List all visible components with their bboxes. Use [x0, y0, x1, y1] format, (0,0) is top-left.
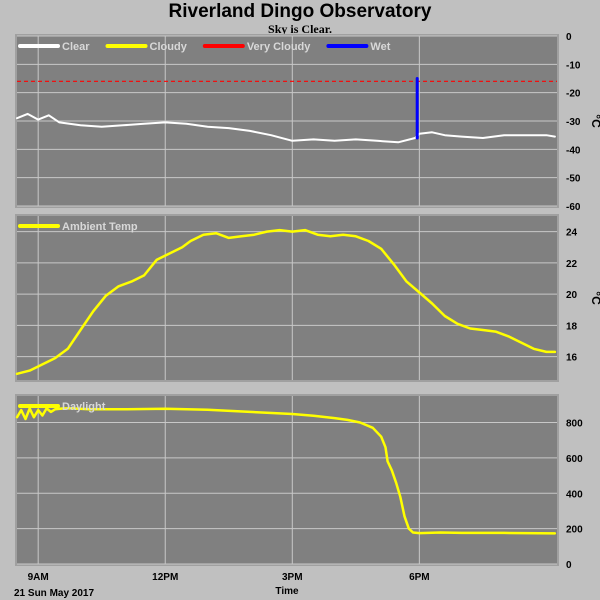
sky-series-clear	[16, 112, 556, 144]
daylight-legend-label: Daylight	[62, 401, 106, 413]
x-tick-label: 6PM	[409, 572, 430, 583]
sky-ytick-label: 0	[566, 32, 572, 43]
ambient-series-ambient-temp	[15, 228, 557, 376]
sky-ytick-label: -10	[566, 60, 581, 71]
sky-legend-label: Wet	[370, 41, 390, 53]
x-tick-label: 9AM	[28, 572, 49, 583]
ambient-ytick-label: 18	[566, 321, 578, 332]
ambient-ytick-label: 24	[566, 228, 578, 239]
ambient-ytick-label: 16	[566, 353, 578, 364]
sky-ytick-label: -50	[566, 174, 581, 185]
sky-ytick-label: -60	[566, 202, 581, 213]
daylight-ytick-label: 0	[566, 560, 572, 571]
ambient-ytick-label: 20	[566, 290, 578, 301]
sky-unit-label: °C	[589, 114, 600, 128]
daylight-ytick-label: 600	[566, 454, 583, 465]
daylight-series-daylight	[15, 407, 557, 535]
ambient-ytick-label: 22	[566, 259, 578, 270]
sky-ytick-label: -30	[566, 117, 581, 128]
x-tick-label: 12PM	[152, 572, 178, 583]
ambient-legend-label: Ambient Temp	[62, 221, 138, 233]
sky-legend-label: Cloudy	[150, 41, 188, 53]
x-tick-label: 3PM	[282, 572, 303, 583]
sky-ytick-label: -40	[566, 145, 581, 156]
ambient-plot-area	[17, 216, 557, 380]
daylight-ytick-label: 800	[566, 419, 583, 430]
daylight-ytick-label: 400	[566, 489, 583, 500]
sky-status: Sky is Clear.	[268, 22, 332, 36]
daylight-ytick-label: 200	[566, 525, 583, 536]
chart-title: Riverland Dingo Observatory	[168, 1, 432, 22]
date-label: 21 Sun May 2017	[14, 588, 94, 599]
sky-ytick-label: -20	[566, 89, 581, 100]
daylight-plot-area	[17, 396, 557, 564]
sky-legend-label: Clear	[62, 41, 90, 53]
ambient-unit-label: °C	[589, 291, 600, 305]
sky-legend-label: Very Cloudy	[247, 41, 311, 53]
x-axis-label: Time	[275, 586, 299, 597]
